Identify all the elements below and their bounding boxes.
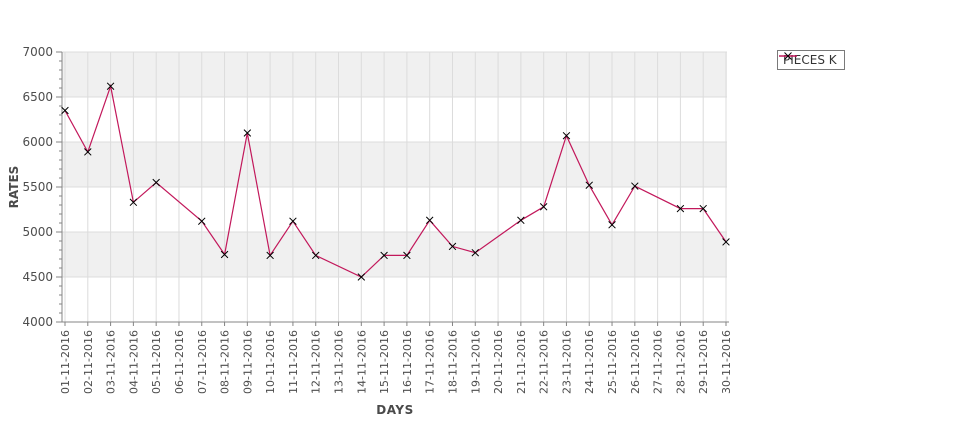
x-tick-label: 18-11-2016 xyxy=(446,330,459,394)
data-point-marker xyxy=(198,217,206,225)
x-tick-label: 24-11-2016 xyxy=(583,330,596,394)
y-tick-label: 4500 xyxy=(22,270,53,284)
x-tick-label: 20-11-2016 xyxy=(492,330,505,394)
y-tick-label: 4000 xyxy=(22,315,53,329)
x-tick-label: 15-11-2016 xyxy=(378,330,391,394)
data-point-marker xyxy=(585,181,593,189)
x-tick-label: 27-11-2016 xyxy=(652,330,665,394)
y-tick-label: 5500 xyxy=(22,180,53,194)
data-point-marker xyxy=(289,217,297,225)
x-tick-label: 22-11-2016 xyxy=(538,330,551,394)
data-point-marker xyxy=(84,148,92,156)
x-tick-label: 11-11-2016 xyxy=(287,330,300,394)
x-tick-label: 10-11-2016 xyxy=(264,330,277,394)
x-tick-label: 26-11-2016 xyxy=(629,330,642,394)
data-point-marker xyxy=(539,203,548,211)
x-tick-label: 03-11-2016 xyxy=(105,330,118,394)
x-axis-ticks-and-labels: 01-11-2016 02-11-2016 03-11-2016 04-11-2016… xyxy=(59,322,733,394)
x-tick-label: 06-11-2016 xyxy=(173,330,186,394)
x-tick-label: 23-11-2016 xyxy=(560,330,573,394)
data-point-marker xyxy=(129,198,138,207)
x-tick-label: 16-11-2016 xyxy=(401,330,414,394)
y-axis-ticks-and-labels: 4000 4500 5000 5500 6000 6500 7000 xyxy=(22,45,62,329)
data-point-marker xyxy=(61,106,69,115)
x-tick-label: 13-11-2016 xyxy=(333,330,346,394)
data-point-marker xyxy=(425,216,434,225)
data-point-marker xyxy=(631,182,639,190)
data-point-marker xyxy=(517,216,525,225)
x-tick-label: 17-11-2016 xyxy=(424,330,437,394)
x-tick-label: 05-11-2016 xyxy=(150,330,163,394)
series-line-pieces-k xyxy=(64,83,727,278)
y-tick-label: 5000 xyxy=(22,225,53,239)
data-point-marker xyxy=(266,251,274,260)
x-tick-label: 01-11-2016 xyxy=(59,330,72,394)
data-point-marker xyxy=(357,273,366,281)
x-tick-label: 12-11-2016 xyxy=(310,330,323,394)
x-tick-label: 29-11-2016 xyxy=(697,330,710,394)
data-point-markers xyxy=(61,82,730,281)
data-point-marker xyxy=(220,250,229,259)
y-tick-label: 6000 xyxy=(22,135,53,149)
x-tick-label: 19-11-2016 xyxy=(469,330,482,394)
x-tick-label: 30-11-2016 xyxy=(720,330,733,394)
data-point-marker xyxy=(608,221,616,229)
data-point-marker xyxy=(106,82,115,90)
data-point-marker xyxy=(562,131,571,140)
x-tick-label: 21-11-2016 xyxy=(515,330,528,394)
data-point-marker xyxy=(722,238,730,246)
data-point-marker xyxy=(448,242,457,251)
x-tick-label: 09-11-2016 xyxy=(241,330,254,394)
legend: PIECES K xyxy=(777,50,845,70)
y-tick-label: 6500 xyxy=(22,90,53,104)
x-tick-label: 25-11-2016 xyxy=(606,330,619,394)
plot-background-bands xyxy=(62,52,727,322)
y-axis-title: RATES xyxy=(7,165,21,209)
gridlines xyxy=(62,51,727,322)
data-point-marker xyxy=(311,251,320,260)
data-point-marker xyxy=(699,204,707,213)
data-point-marker xyxy=(380,251,388,260)
data-point-marker xyxy=(152,178,160,187)
x-axis-title: DAYS xyxy=(376,403,414,417)
y-tick-label: 7000 xyxy=(22,45,53,59)
x-tick-label: 14-11-2016 xyxy=(355,330,368,394)
x-tick-label: 08-11-2016 xyxy=(219,330,232,394)
data-point-marker xyxy=(243,129,252,137)
data-point-marker xyxy=(403,251,411,260)
legend-series-marker-icon xyxy=(779,52,797,60)
data-point-marker xyxy=(676,204,685,213)
data-point-marker xyxy=(471,248,480,257)
x-tick-label: 07-11-2016 xyxy=(196,330,209,394)
x-tick-label: 02-11-2016 xyxy=(82,330,95,394)
x-tick-label: 04-11-2016 xyxy=(127,330,140,394)
x-tick-label: 28-11-2016 xyxy=(674,330,687,394)
